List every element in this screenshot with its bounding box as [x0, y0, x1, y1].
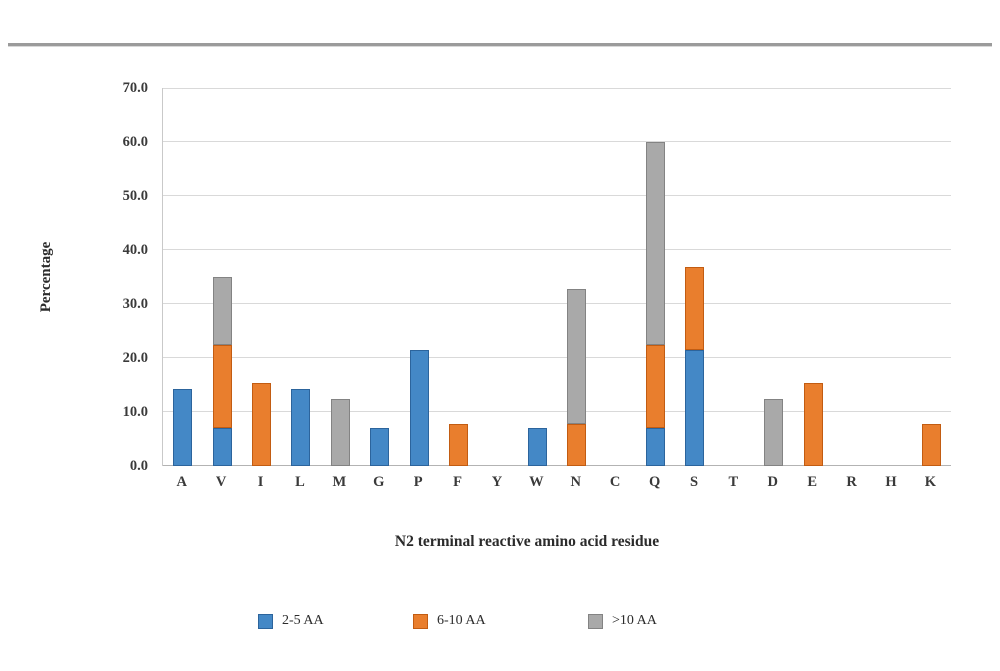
bar-segment-D-10AA: [764, 398, 784, 466]
bar-segment-Q-610AA: [646, 344, 665, 428]
y-tick-label: 10.0: [122, 404, 148, 420]
gridline: [163, 357, 951, 358]
x-tick-label-I: I: [257, 474, 264, 490]
bar-segment-Q-25AA: [646, 427, 665, 466]
y-axis-title: Percentage: [38, 241, 54, 313]
gridline: [163, 88, 951, 89]
x-axis-title: N2 terminal reactive amino acid residue: [394, 533, 660, 550]
legend-label: 2-5 AA: [282, 613, 324, 628]
y-tick-label: 40.0: [122, 242, 148, 258]
legend-item-610AA: 6-10 AA: [413, 610, 486, 632]
bar-segment-W-25AA: [527, 427, 547, 466]
x-tick-label-D: D: [767, 474, 779, 490]
x-tick-label-N: N: [570, 474, 581, 490]
gridline: [163, 195, 951, 196]
x-tick-label-T: T: [728, 474, 739, 490]
legend-label: >10 AA: [612, 613, 657, 628]
legend-item-10AA: >10 AA: [588, 610, 657, 632]
y-tick-label: 30.0: [122, 296, 148, 312]
bar-segment-N-610AA: [567, 424, 587, 466]
x-tick-label-P: P: [413, 474, 423, 490]
gridline: [163, 249, 951, 250]
bar-segment-E-610AA: [803, 382, 823, 466]
gridline: [163, 411, 951, 412]
x-tick-label-H: H: [885, 474, 897, 490]
y-tick-label: 0.0: [129, 458, 148, 474]
plot-area: [162, 88, 951, 466]
legend: 2-5 AA 6-10 AA >10 AA: [0, 610, 1000, 636]
bar-segment-Q-10AA: [646, 142, 665, 345]
page-separator-line: [8, 43, 992, 47]
x-tick-label-A: A: [176, 474, 187, 490]
bar-segment-S-25AA: [685, 350, 705, 466]
legend-label: 6-10 AA: [437, 613, 486, 628]
bar-segment-P-25AA: [409, 350, 429, 466]
y-tick-label: 20.0: [122, 350, 148, 366]
bar-segment-V-610AA: [212, 344, 232, 428]
bar-segment-G-25AA: [370, 427, 390, 466]
x-tick-label-R: R: [846, 474, 857, 490]
bar-segment-I-610AA: [252, 382, 271, 466]
y-tick-label: 50.0: [122, 188, 148, 204]
x-axis-line: [163, 465, 951, 466]
bar-segment-M-10AA: [330, 398, 350, 466]
bar-segment-V-25AA: [212, 427, 232, 466]
x-tick-label-M: M: [332, 474, 347, 490]
x-tick-label-V: V: [215, 474, 227, 490]
legend-item-25AA: 2-5 AA: [258, 610, 324, 632]
bar-segment-K-610AA: [921, 424, 941, 466]
x-tick-label-Y: Y: [491, 474, 503, 490]
bar-segment-L-25AA: [291, 388, 311, 466]
x-tick-label-F: F: [453, 474, 462, 490]
legend-swatch-icon: [413, 613, 428, 629]
bar-segment-V-10AA: [212, 277, 232, 345]
bar-segment-S-610AA: [685, 267, 705, 351]
bar-segment-N-10AA: [567, 289, 587, 425]
x-tick-label-G: G: [373, 474, 385, 490]
x-tick-label-W: W: [529, 474, 544, 490]
y-tick-label: 70.0: [122, 80, 148, 96]
x-tick-label-C: C: [609, 474, 621, 490]
bar-segment-F-610AA: [449, 424, 468, 466]
x-tick-label-E: E: [807, 474, 818, 490]
gridline: [163, 141, 951, 142]
y-tick-label: 60.0: [122, 134, 148, 150]
x-tick-label-L: L: [295, 474, 305, 490]
legend-swatch-icon: [258, 613, 273, 629]
x-tick-label-K: K: [924, 474, 937, 490]
gridline: [163, 303, 951, 304]
x-tick-label-Q: Q: [648, 474, 661, 490]
x-tick-label-S: S: [689, 474, 699, 490]
legend-swatch-icon: [588, 613, 603, 629]
bar-segment-A-25AA: [173, 388, 193, 466]
